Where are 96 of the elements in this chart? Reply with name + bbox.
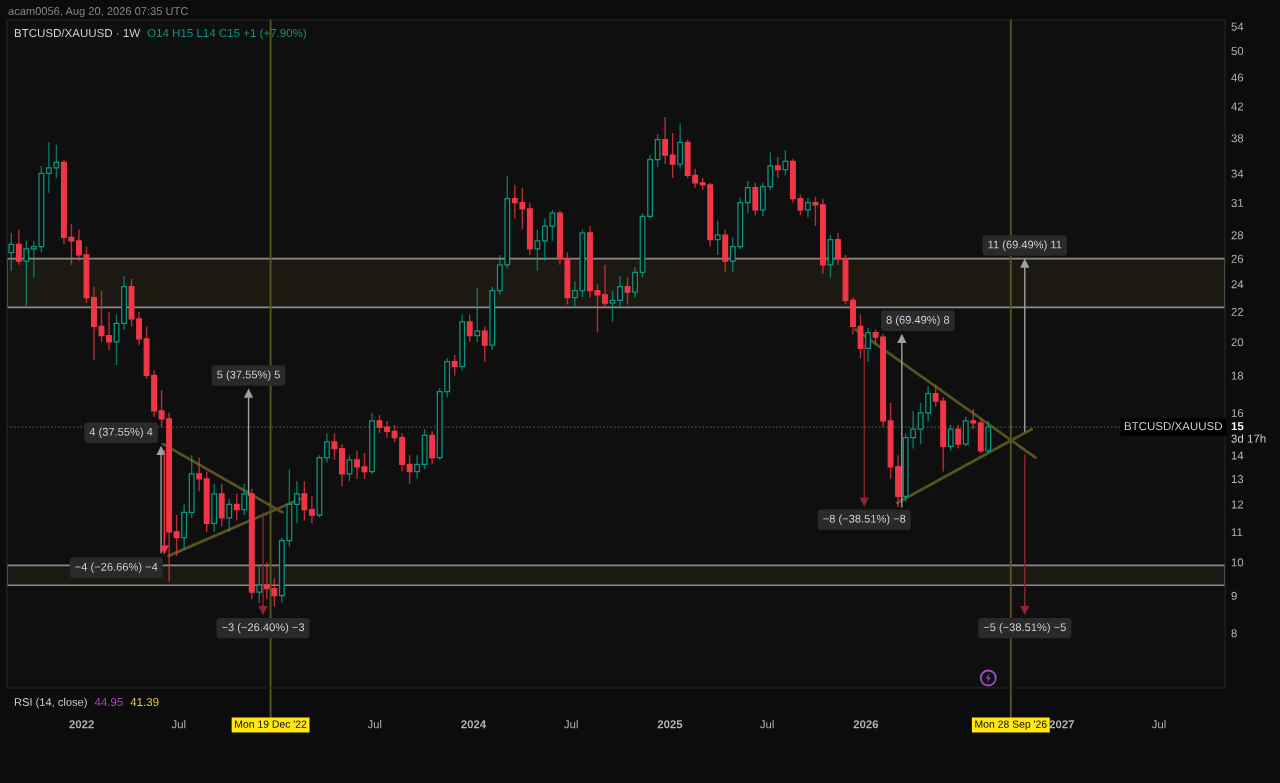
candlestick	[526, 202, 533, 256]
candlestick	[293, 480, 300, 525]
candlestick	[211, 483, 218, 533]
annotation: BTCUSD/XAUUSD	[1124, 421, 1223, 431]
candlestick	[414, 454, 421, 480]
candlestick	[323, 432, 330, 463]
candlestick	[804, 196, 811, 219]
candlestick	[669, 132, 676, 179]
annotation: −3 (−26.40%) −3	[222, 622, 305, 634]
annotation: 11 (69.49%) 11	[988, 240, 1062, 251]
y-tick-label: 8	[1231, 629, 1237, 638]
point	[860, 497, 869, 506]
y-tick-label: 38	[1231, 134, 1244, 143]
point	[160, 545, 169, 554]
annotation: 5 (37.55%) 5	[217, 370, 280, 381]
annotation: −5 (−38.51%) −5	[983, 622, 1066, 634]
candlestick	[774, 156, 781, 179]
y-tick-label: 22	[1231, 307, 1244, 316]
candlestick	[481, 325, 488, 363]
candlestick	[226, 498, 233, 533]
y-tick-label: 28	[1231, 231, 1244, 240]
text: RSI (14, close)	[14, 697, 87, 709]
y-tick-label: 26	[1231, 254, 1244, 263]
y-tick-label: 46	[1231, 73, 1244, 82]
candlestick	[812, 195, 819, 227]
candlestick	[970, 408, 977, 430]
text: 41.39	[130, 697, 159, 707]
x-tick-label: Jul	[171, 719, 186, 729]
text: BTCUSD/XAUUSD · 1W	[14, 28, 141, 38]
y-tick-label: 31	[1231, 198, 1244, 207]
x-tick-label: Jul	[1151, 719, 1166, 729]
ref-line-label: Mon 19 Dec '22	[235, 720, 307, 728]
x-tick-label: 2026	[853, 720, 879, 729]
y-tick-label: 50	[1231, 47, 1244, 56]
candlestick	[632, 266, 639, 299]
text: acam0056, Aug 20, 2026 07:35 UTC	[8, 7, 188, 18]
candlestick	[173, 514, 180, 557]
point	[1020, 259, 1029, 268]
x-tick-label: Jul	[564, 719, 578, 729]
candlestick	[677, 122, 684, 170]
candlestick	[369, 412, 375, 475]
y-tick-label: 42	[1231, 102, 1244, 111]
y-tick-label: 12	[1231, 500, 1244, 509]
y-tick-label: 18	[1231, 371, 1244, 380]
point	[1020, 605, 1029, 615]
candlestick	[196, 456, 203, 492]
x-tick-label: Jul	[760, 719, 774, 729]
candlestick	[714, 219, 721, 256]
candlestick	[587, 225, 593, 299]
point	[258, 605, 268, 615]
y-tick-label: 11	[1231, 528, 1243, 537]
candlestick	[850, 296, 856, 335]
text: 3d 17h	[1231, 434, 1266, 443]
annotation: 4 (37.55%) 4	[89, 427, 153, 438]
y-tick-label: 24	[1231, 280, 1244, 289]
y-tick-label: 54	[1231, 22, 1244, 31]
point	[897, 334, 907, 343]
ref-line-label: Mon 28 Sep '26	[975, 720, 1047, 730]
candlestick	[602, 264, 608, 309]
point	[156, 446, 166, 455]
annotation: −8 (−38.51%) −8	[823, 514, 906, 525]
candlestick	[662, 116, 669, 165]
annotation: O14 H15 L14 C15 +1 (+7.90%)	[147, 28, 306, 40]
candlestick	[188, 454, 195, 519]
y-tick-label: 13	[1231, 475, 1244, 484]
candlestick	[835, 232, 841, 266]
ref-line-label: 15	[1231, 422, 1244, 431]
candlestick	[233, 493, 240, 522]
annotation: −4 (−26.66%) −4	[75, 562, 158, 573]
y-tick-label: 10	[1231, 558, 1244, 567]
annotation: 8 (69.49%) 8	[886, 315, 950, 326]
candlestick	[331, 432, 338, 461]
candlestick	[181, 503, 188, 551]
x-tick-label: Jul	[367, 719, 382, 729]
x-tick-label: 2025	[657, 720, 683, 729]
candlestick	[865, 327, 871, 363]
candlestick	[218, 483, 225, 527]
candlestick	[819, 197, 826, 275]
y-tick-label: 14	[1231, 451, 1244, 460]
y-tick-label: 16	[1231, 409, 1244, 418]
text: 44.95	[94, 697, 123, 707]
x-tick-label: 2022	[69, 720, 94, 729]
candlestick	[15, 228, 22, 266]
candlestick	[354, 450, 360, 480]
y-tick-label: 34	[1231, 169, 1244, 178]
candlestick	[308, 495, 315, 525]
y-tick-label: 20	[1231, 338, 1244, 347]
point	[244, 389, 253, 398]
candlestick	[339, 443, 345, 487]
y-tick-label: 9	[1231, 591, 1237, 600]
candlestick	[429, 430, 436, 466]
candlestick	[406, 454, 413, 485]
candlestick	[624, 276, 631, 306]
candlestick	[301, 480, 308, 522]
x-tick-label: 2024	[461, 720, 487, 729]
candlestick	[106, 310, 112, 351]
